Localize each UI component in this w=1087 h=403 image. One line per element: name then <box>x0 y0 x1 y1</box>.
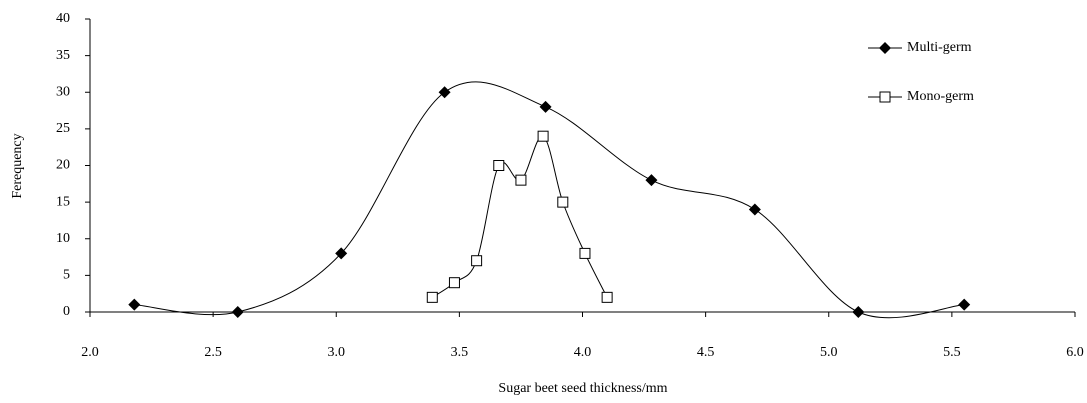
y-tick-label: 0 <box>63 304 70 319</box>
x-tick-label: 3.0 <box>328 345 346 360</box>
y-tick-label: 25 <box>56 121 70 136</box>
data-point <box>579 247 591 259</box>
data-point <box>557 196 569 208</box>
data-point <box>748 203 761 216</box>
data-point <box>958 298 971 311</box>
legend-label: Multi-germ <box>907 40 972 55</box>
data-point <box>426 291 438 303</box>
data-point <box>537 130 549 142</box>
data-point <box>438 86 451 99</box>
x-tick-label: 3.5 <box>451 345 469 360</box>
series-line <box>134 81 965 319</box>
y-tick-label: 5 <box>63 268 70 283</box>
data-point <box>448 277 460 289</box>
data-point <box>471 255 483 267</box>
data-point <box>539 100 552 113</box>
data-point <box>493 160 505 171</box>
x-tick-label: 4.0 <box>574 345 592 360</box>
legend-marker <box>879 91 891 103</box>
y-axis-label: Ferequency <box>10 133 25 198</box>
y-tick-label: 40 <box>56 11 70 26</box>
legend-marker <box>879 42 891 54</box>
y-tick-label: 35 <box>56 48 70 63</box>
y-tick-label: 10 <box>56 231 70 246</box>
data-point <box>515 174 527 186</box>
x-tick-label: 5.0 <box>820 345 838 360</box>
x-tick-label: 4.5 <box>697 345 715 360</box>
x-tick-label: 5.5 <box>943 345 961 360</box>
x-tick-label: 2.0 <box>81 345 99 360</box>
x-tick-label: 6.0 <box>1066 345 1084 360</box>
data-point <box>231 306 244 318</box>
data-point <box>852 306 865 318</box>
legend-label: Mono-germ <box>907 89 974 104</box>
y-tick-label: 30 <box>56 84 70 99</box>
x-tick-label: 2.5 <box>204 345 222 360</box>
series-line <box>432 135 608 298</box>
y-tick-label: 15 <box>56 194 70 209</box>
data-point <box>601 291 613 303</box>
x-axis-label: Sugar beet seed thickness/mm <box>498 381 667 396</box>
data-point <box>335 247 348 260</box>
data-point <box>645 174 658 187</box>
y-tick-label: 20 <box>56 158 70 173</box>
data-point <box>128 298 141 311</box>
